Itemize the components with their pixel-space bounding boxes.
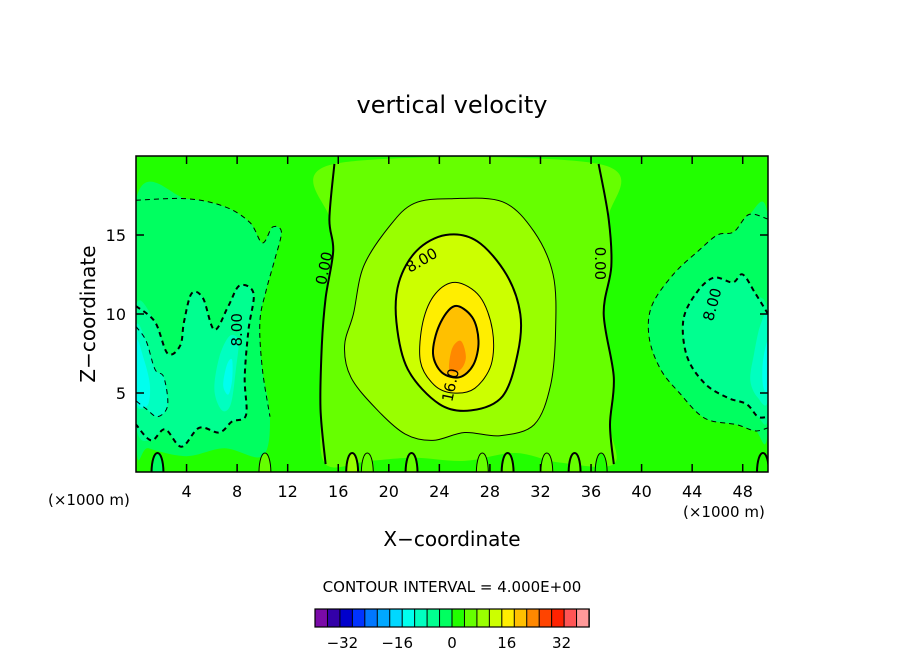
y-tick-label-5: 5 bbox=[116, 384, 126, 403]
bottom-bump-0 bbox=[150, 452, 165, 472]
colorbar-swatch-17 bbox=[526, 608, 540, 628]
x-tick-label-4: 4 bbox=[181, 482, 191, 501]
y-tick-label-15: 15 bbox=[106, 226, 126, 245]
y-tick-label-10: 10 bbox=[106, 305, 126, 324]
bottom-bump-5 bbox=[475, 452, 489, 472]
x-unit-right: (×1000 m) bbox=[683, 503, 765, 521]
contour-contour-16-main bbox=[431, 304, 480, 379]
colorbar-swatch-8 bbox=[414, 608, 428, 628]
colorbar-swatch-21 bbox=[576, 608, 590, 628]
bottom-bump-6 bbox=[500, 452, 515, 472]
colorbar-swatch-16 bbox=[513, 608, 528, 628]
colorbar: −32 −16 0 16 32 bbox=[314, 608, 590, 652]
colorbar-swatch-18 bbox=[538, 608, 553, 628]
contour-contour-neg4-left bbox=[136, 197, 282, 417]
colorbar-swatch-4 bbox=[364, 608, 379, 628]
bottom-bump-4 bbox=[404, 452, 419, 472]
region-left-strip-12-16 bbox=[223, 358, 233, 395]
colorbar-swatch-3 bbox=[351, 608, 366, 628]
contour-label-4: 0.00 bbox=[591, 247, 609, 280]
colorbar-swatch-14 bbox=[488, 608, 503, 628]
colorbar-swatch-13 bbox=[476, 608, 491, 628]
bottom-bump-10 bbox=[756, 452, 768, 472]
x-tick-label-24: 24 bbox=[429, 482, 449, 501]
colorbar-swatch-0 bbox=[314, 608, 329, 628]
colorbar-swatch-5 bbox=[376, 608, 391, 628]
x-axis-label: X−coordinate bbox=[383, 527, 520, 551]
contour-contour-neg12-left bbox=[136, 326, 169, 418]
colorbar-swatch-20 bbox=[563, 608, 578, 628]
x-tick-label-28: 28 bbox=[480, 482, 500, 501]
region-left-negative-12-16 bbox=[136, 339, 151, 408]
bottom-bump-2 bbox=[345, 452, 360, 472]
colorbar-frame bbox=[314, 608, 590, 628]
contour-contour-4-main bbox=[344, 197, 557, 441]
x-tick-label-12: 12 bbox=[278, 482, 298, 501]
region-positive-16-20 bbox=[432, 305, 479, 378]
x-tick-label-44: 44 bbox=[682, 482, 702, 501]
contour-zero-contour-right bbox=[597, 163, 615, 465]
colorbar-swatch-12 bbox=[463, 608, 478, 628]
colorbar-tick-label-1: −16 bbox=[381, 634, 413, 652]
colorbar-swatch-7 bbox=[401, 608, 416, 628]
bottom-bump-1 bbox=[258, 452, 272, 472]
bottom-bump-3 bbox=[360, 452, 374, 472]
contour-lines bbox=[136, 163, 768, 465]
contour-interval-text: CONTOUR INTERVAL = 4.000E+00 bbox=[323, 578, 582, 596]
colorbar-swatch-2 bbox=[339, 608, 354, 628]
x-tick-label-16: 16 bbox=[328, 482, 348, 501]
contour-contour-neg8-right bbox=[681, 273, 768, 419]
colorbar-tick-label-4: 32 bbox=[552, 634, 571, 652]
colorbar-swatch-1 bbox=[326, 608, 341, 628]
colorbar-swatch-19 bbox=[551, 608, 565, 628]
colorbar-swatch-11 bbox=[451, 608, 466, 628]
chart-title: vertical velocity bbox=[357, 91, 548, 119]
colorbar-swatch-9 bbox=[426, 608, 441, 628]
contour-contour-neg4-right bbox=[647, 213, 768, 432]
bottom-bump-9 bbox=[594, 452, 608, 472]
x-tick-label-20: 20 bbox=[379, 482, 399, 501]
colorbar-swatch-15 bbox=[501, 608, 516, 628]
contour-contour-8-main bbox=[394, 233, 523, 412]
colorbar-tick-label-2: 0 bbox=[447, 634, 457, 652]
colorbar-swatch-6 bbox=[389, 608, 403, 628]
y-axis-label: Z−coordinate bbox=[76, 245, 100, 382]
x-tick-label-36: 36 bbox=[581, 482, 601, 501]
x-tick-label-8: 8 bbox=[232, 482, 242, 501]
contour-label-3: 8.00 bbox=[228, 313, 246, 346]
region-right-negative-12-16 bbox=[762, 341, 768, 395]
contour-contour-neg8-left bbox=[136, 283, 255, 448]
bottom-bump-8 bbox=[567, 452, 582, 472]
colorbar-swatch-10 bbox=[439, 608, 453, 628]
contour-contour-12-main bbox=[419, 281, 495, 394]
region-right-negative-4-8 bbox=[682, 274, 768, 425]
colorbar-tick-label-0: −32 bbox=[327, 634, 359, 652]
contour-zero-contour-left bbox=[319, 163, 336, 465]
x-tick-label-48: 48 bbox=[733, 482, 753, 501]
colorbar-tick-label-3: 16 bbox=[497, 634, 516, 652]
region-positive-20-24 bbox=[448, 340, 466, 373]
x-tick-label-40: 40 bbox=[631, 482, 651, 501]
x-unit-left: (×1000 m) bbox=[48, 491, 130, 509]
x-tick-label-32: 32 bbox=[530, 482, 550, 501]
